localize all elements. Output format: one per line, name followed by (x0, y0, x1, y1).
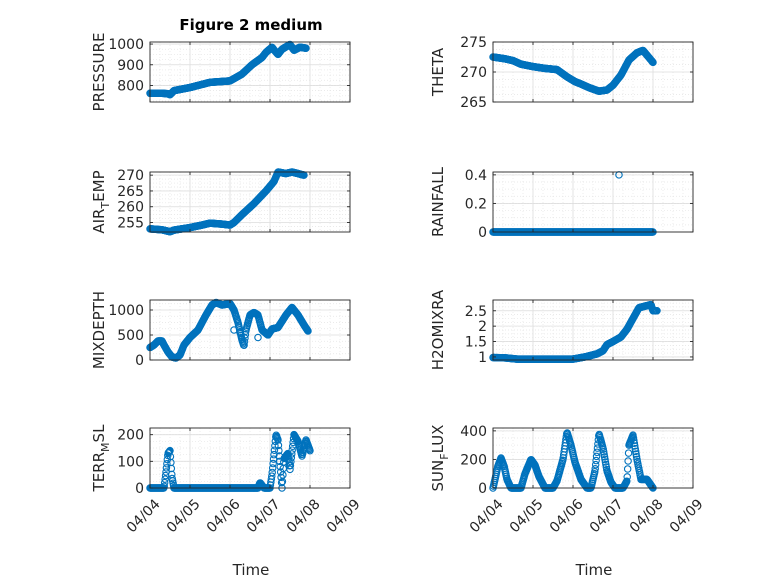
y-tick-label: 275 (460, 35, 487, 51)
y-axis-label-main: AIR (90, 209, 108, 234)
data-point (649, 58, 657, 67)
y-tick-label: 2 (478, 319, 487, 335)
y-axis-label: RAINFALL (429, 166, 447, 237)
y-axis-label: THETA (429, 47, 447, 97)
grid (492, 172, 694, 233)
subplot-h2omixra: 11.522.5 H2OMIXRA (429, 289, 694, 370)
y-tick-label: 100 (117, 454, 144, 470)
data-point (230, 326, 238, 334)
y-tick-label: 2.5 (465, 304, 487, 320)
y-tick-label: 0 (478, 481, 487, 497)
axes-box (492, 171, 694, 233)
y-tick-label: 0 (135, 481, 144, 497)
y-tick-label: 260 (117, 200, 144, 216)
y-tick-label: 1000 (108, 37, 144, 53)
axes-box (149, 299, 351, 361)
axes-box (492, 299, 694, 361)
y-tick-label: 400 (460, 424, 487, 440)
grid (149, 428, 351, 489)
data-point (240, 337, 249, 346)
subplot-rainfall: 0 0.2 0.4 RAINFALL (429, 166, 694, 241)
series-h2omixra (489, 300, 661, 363)
y-axis-label-main: TERR (90, 452, 108, 493)
series-mixdepth (146, 298, 312, 362)
y-tick-label: 255 (117, 216, 144, 232)
data-point (240, 341, 248, 350)
y-tick-label: 800 (117, 78, 144, 94)
y-tick-label: 500 (117, 328, 144, 344)
data-point (254, 333, 262, 342)
x-axis-label-right: Time (575, 561, 613, 579)
y-tick-label: 200 (117, 428, 144, 444)
y-tick-label: 265 (460, 95, 487, 111)
grid (149, 172, 351, 232)
y-tick-label: 1000 (108, 303, 144, 319)
y-tick-label: 900 (117, 58, 144, 74)
y-axis-label: H2OMIXRA (429, 289, 447, 370)
y-tick-label: 1.5 (465, 335, 487, 351)
data-point (653, 307, 661, 315)
y-axis-label: PRESSURE (90, 33, 108, 112)
subplot-theta: 265 270 275 THETA (429, 35, 694, 111)
y-tick-label: 270 (460, 65, 487, 81)
series-air_temp (146, 168, 308, 236)
y-axis-label-subscript: M (99, 442, 112, 452)
y-axis-label-main: SUN (429, 460, 447, 492)
y-tick-label: 200 (460, 452, 487, 468)
data-point (241, 334, 249, 342)
data-point (304, 327, 312, 335)
data-point (302, 44, 310, 52)
y-tick-label: 265 (117, 184, 144, 200)
y-tick-label: 0.4 (465, 168, 487, 184)
y-axis-label-rest: SL (90, 424, 108, 443)
y-axis-label-rest: EMP (90, 170, 108, 201)
y-axis-label-rest: LUX (429, 425, 447, 454)
figure-title: Figure 2 medium (179, 16, 322, 34)
y-tick-label: 1 (478, 350, 487, 366)
x-axis-label-left: Time (232, 561, 270, 579)
y-axis-label: MIXDEPTH (90, 291, 108, 369)
y-tick-label: 0 (478, 225, 487, 241)
y-axis-label-subscript: T (99, 202, 112, 210)
y-axis-label: AIRTEMP (90, 170, 112, 233)
series-pressure (146, 40, 310, 99)
axes-box (149, 171, 351, 233)
y-tick-label: 0 (135, 353, 144, 369)
series-theta (489, 46, 657, 95)
y-tick-label: 0.2 (465, 196, 487, 212)
axes-box (149, 41, 351, 103)
data-point (236, 328, 244, 337)
y-tick-label: 270 (117, 168, 144, 184)
